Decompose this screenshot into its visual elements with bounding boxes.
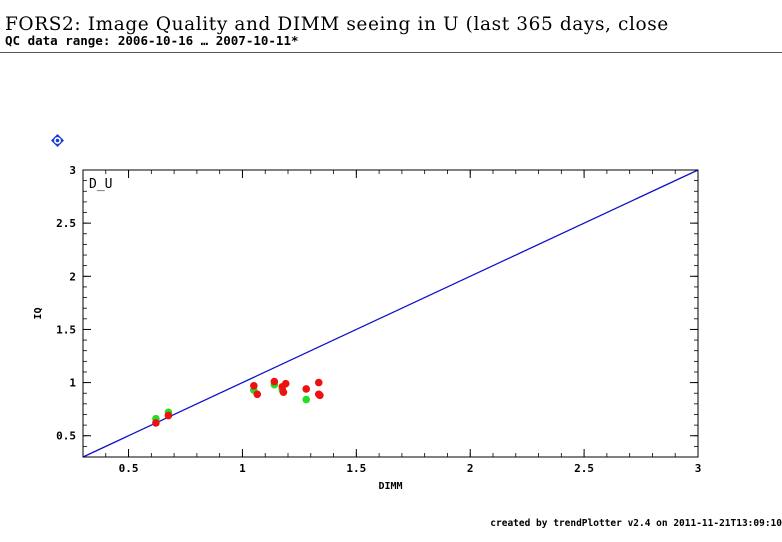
x-tick-label: 2 [467,462,474,475]
header-divider [0,52,782,53]
x-tick-label: 2.5 [574,462,594,475]
x-tick-label: 1.5 [346,462,366,475]
qc-data-range: QC data range: 2006-10-16 … 2007-10-11* [5,33,299,48]
data-point [250,381,258,390]
help-diamond-icon[interactable] [51,134,64,147]
data-point [302,385,311,393]
y-tick-label: 1.5 [56,323,76,336]
y-tick-label: 1 [69,377,76,390]
x-axis-label: DIMM [378,481,402,492]
data-point [279,388,288,396]
y-tick-label: 3 [69,164,76,177]
panel-label: D_U [89,177,112,192]
plot-frame [82,169,699,458]
data-point [152,419,160,427]
data-point [314,378,323,387]
data-point [270,377,279,386]
x-tick-label: 1 [239,462,246,475]
data-point [316,391,324,400]
x-tick-label: 3 [695,462,702,475]
footer-credit: created by trendPlotter v2.4 on 2011-11-… [490,518,782,529]
page-title: FORS2: Image Quality and DIMM seeing in … [5,14,669,35]
y-tick-label: 2 [69,270,76,283]
data-point [281,379,290,388]
reference-line [82,169,699,458]
y-axis-label: IQ [33,307,44,319]
data-point [164,411,173,420]
y-tick-label: 0.5 [56,430,76,443]
x-tick-label: 0.5 [119,462,139,475]
data-point [302,395,311,404]
data-point [253,390,262,399]
y-tick-label: 2.5 [56,217,76,230]
